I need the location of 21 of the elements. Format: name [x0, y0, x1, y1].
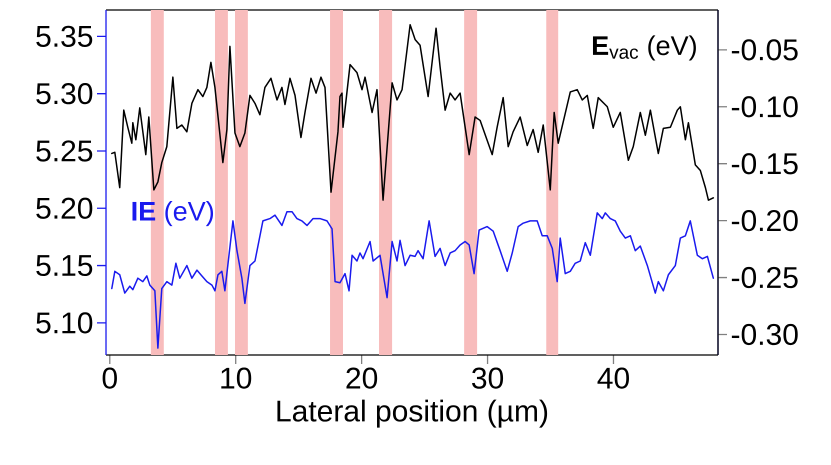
- x-axis-title: Lateral position (µm): [277, 400, 548, 428]
- x-tick-label: 30: [472, 368, 504, 389]
- y-tick-label: 5.35: [36, 26, 92, 47]
- y-tick-label: 5.15: [36, 255, 92, 276]
- series-label: IE (eV): [132, 200, 214, 226]
- x-tick-label: 40: [597, 368, 629, 389]
- x-tick-label: 20: [346, 368, 378, 389]
- x-tick-label: 0: [102, 368, 117, 389]
- y2-tick-label: -0.30: [732, 324, 798, 346]
- y2-tick-label: -0.10: [732, 96, 798, 118]
- series-label: E$_{vac}$ (eV): [592, 35, 696, 61]
- y-tick-label: 5.25: [36, 140, 92, 162]
- y-tick-label: 5.10: [36, 312, 92, 334]
- y2-tick-label: -0.25: [732, 266, 798, 288]
- x-tick-label: 10: [221, 368, 252, 389]
- line-series: [111, 24, 714, 201]
- y-tick-label: 5.30: [36, 83, 92, 104]
- y2-tick-label: -0.05: [732, 39, 798, 60]
- y-tick-label: 5.20: [36, 198, 92, 219]
- y2-tick-label: -0.15: [732, 153, 798, 174]
- y2-tick-label: -0.20: [732, 210, 798, 232]
